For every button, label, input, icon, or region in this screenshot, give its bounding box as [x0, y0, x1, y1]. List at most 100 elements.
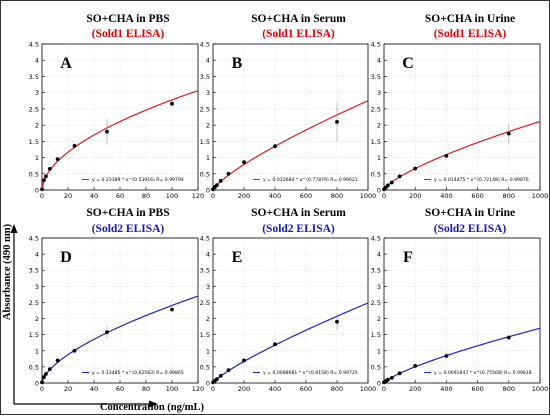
- y-tick-label: 0: [35, 187, 39, 195]
- y-tick-label: 0.5: [371, 363, 381, 371]
- legend-equation: y = 0.014475 * x^(0.72148) R= 0.99876: [434, 177, 529, 183]
- y-tick-label: 0: [206, 380, 210, 388]
- y-tick-label: 0.5: [29, 170, 39, 178]
- y-axis-label: Absorbance (490 nm): [2, 223, 13, 320]
- y-tick-label: 2.5: [371, 105, 381, 113]
- x-tick-label: 0: [382, 385, 386, 393]
- y-tick-label: 0: [377, 187, 381, 195]
- x-tick-label: 0: [211, 192, 215, 200]
- x-tick-label: 400: [440, 192, 452, 200]
- x-tick-label: 100: [166, 385, 178, 393]
- data-point: [444, 154, 449, 158]
- panel-letter: E: [232, 249, 243, 266]
- y-tick-label: 4: [206, 251, 210, 259]
- data-point: [105, 330, 109, 334]
- x-tick-label: 120: [192, 192, 204, 200]
- x-tick-label: 80: [142, 385, 150, 393]
- x-tick-label: 60: [116, 385, 124, 393]
- fit-curve: [212, 100, 369, 191]
- y-tick-label: 2.5: [200, 105, 210, 113]
- data-point: [397, 371, 402, 376]
- y-tick-label: 3: [35, 89, 39, 97]
- fit-curve: [383, 120, 541, 191]
- data-point: [214, 377, 219, 382]
- panel-title: SO+CHA in Serum: [251, 13, 346, 25]
- y-tick-label: 2: [206, 122, 210, 130]
- y-tick-label: 1.5: [200, 138, 210, 146]
- data-point: [44, 372, 48, 376]
- data-point: [242, 160, 246, 164]
- y-tick-label: 4.5: [371, 41, 381, 49]
- x-tick-label: 600: [471, 385, 483, 393]
- legend-equation: y = 0.012684 * x^(0.77879) R= 0.99621: [263, 177, 358, 183]
- x-tick-label: 400: [269, 385, 281, 393]
- y-tick-label: 3: [377, 89, 381, 97]
- panel-letter: A: [60, 55, 72, 72]
- data-point: [226, 171, 231, 176]
- data-point: [47, 167, 52, 171]
- y-tick-label: 1.5: [200, 331, 210, 339]
- y-tick-label: 4.5: [200, 235, 210, 243]
- data-point: [413, 364, 418, 368]
- legend-equation: y = 0.0088681 * x^(0.8158) R= 0.99725: [263, 370, 358, 376]
- plot-frame: [383, 237, 541, 384]
- plot-frame: [383, 43, 541, 191]
- x-tick-label: 40: [90, 192, 98, 200]
- y-tick-label: 4.5: [371, 235, 381, 243]
- plot-frame: [212, 237, 369, 384]
- x-axis-label: Concentration (ng/mL): [100, 402, 205, 413]
- x-tick-label: 120: [192, 385, 204, 393]
- y-tick-label: 1: [377, 347, 381, 355]
- x-tick-label: 1000: [532, 385, 549, 393]
- y-tick-label: 3: [206, 89, 210, 97]
- data-point: [218, 179, 223, 183]
- y-tick-label: 4: [35, 251, 39, 259]
- data-point: [170, 101, 174, 106]
- y-tick-label: 2: [206, 315, 210, 323]
- y-arrow-head: [10, 224, 18, 233]
- x-tick-label: 0: [211, 385, 215, 393]
- y-tick-label: 3: [206, 283, 210, 291]
- x-tick-label: 20: [64, 385, 72, 393]
- y-tick-label: 0: [377, 380, 381, 388]
- y-tick-label: 1.5: [29, 138, 39, 146]
- y-tick-label: 4.5: [29, 41, 39, 49]
- x-tick-label: 800: [503, 385, 515, 393]
- x-arrow-head: [149, 400, 158, 408]
- x-tick-label: 600: [300, 385, 312, 393]
- y-tick-label: 3: [377, 283, 381, 291]
- y-tick-label: 2: [377, 315, 381, 323]
- x-tick-label: 800: [503, 192, 515, 200]
- panel-f: SO+CHA in Urine (Sold2 ELISA) 0 0.5 1 1.5 2 2.5…: [371, 207, 549, 393]
- data-point: [273, 342, 277, 347]
- panel-subtitle: (Sold2 ELISA): [262, 223, 335, 235]
- data-point: [105, 129, 109, 134]
- panel-letter: F: [403, 249, 413, 266]
- data-point: [389, 375, 394, 380]
- legend-equation: y = 0.23189 * x^(0.53916) R= 0.99794: [92, 177, 184, 183]
- panel-d: SO+CHA in PBS (Sold2 ELISA) 0 0.5 1 1.5 2 2.5 3 3…: [29, 207, 205, 393]
- x-tick-label: 400: [269, 192, 281, 200]
- y-tick-label: 2.5: [29, 299, 39, 307]
- legend-equation: y = 0.13485 * x^(0.62583) R= 0.99865: [92, 370, 184, 376]
- data-point: [170, 307, 174, 312]
- legend-equation: y = 0.0091847 * x^(0.75568) R= 0.99818: [434, 370, 532, 376]
- panel-b: SO+CHA in Serum (Sold1 ELISA) 0 0.5 1 1.5 2 2.5…: [200, 13, 377, 200]
- panel-a: SO+CHA in PBS (Sold1 ELISA) 0 0.5 1 1.5 2 2.5 3 3…: [29, 13, 205, 200]
- y-tick-label: 3.5: [371, 73, 381, 81]
- x-tick-label: 80: [142, 192, 150, 200]
- x-tick-label: 1000: [360, 385, 377, 393]
- data-point: [273, 144, 277, 149]
- data-point: [214, 183, 219, 188]
- y-tick-label: 4: [377, 57, 381, 65]
- x-tick-label: 0: [382, 192, 386, 200]
- y-tick-label: 3.5: [200, 267, 210, 275]
- y-tick-label: 0.5: [200, 170, 210, 178]
- y-tick-label: 3.5: [371, 267, 381, 275]
- y-tick-label: 1.5: [371, 331, 381, 339]
- panel-subtitle: (Sold1 ELISA): [434, 28, 507, 40]
- y-tick-label: 4.5: [29, 235, 39, 243]
- data-point: [40, 187, 44, 192]
- data-point: [242, 358, 246, 363]
